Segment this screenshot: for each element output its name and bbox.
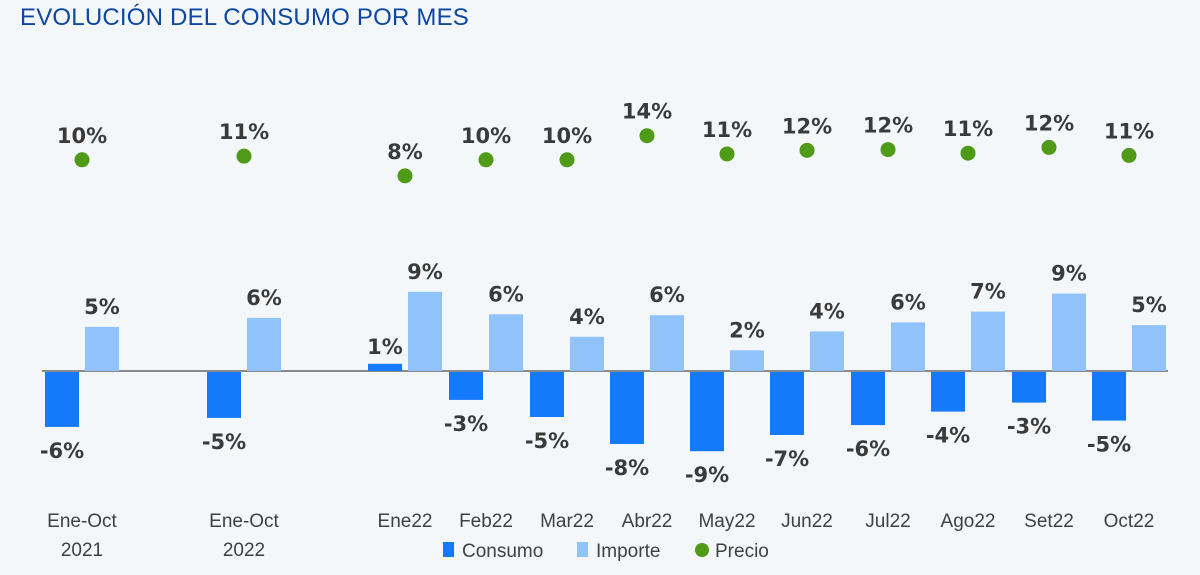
x-tick-label: 2022: [223, 540, 265, 561]
bar-consumo: [851, 372, 885, 426]
label-importe: 4%: [569, 305, 605, 329]
dot-precio: [74, 152, 90, 168]
bar-importe: [247, 317, 281, 371]
label-precio: 11%: [1104, 119, 1154, 143]
bar-consumo: [610, 372, 644, 444]
dot-precio: [799, 142, 815, 158]
dot-precio: [1041, 139, 1057, 155]
bar-importe: [85, 326, 119, 371]
label-precio: 10%: [461, 124, 511, 148]
bar-importe: [810, 331, 844, 371]
dot-precio: [639, 128, 655, 144]
label-importe: 4%: [809, 299, 845, 323]
x-tick-label: Ago22: [941, 511, 996, 532]
bar-importe: [730, 350, 764, 371]
label-precio: 8%: [387, 140, 423, 164]
label-importe: 2%: [729, 318, 765, 342]
label-consumo: -4%: [926, 424, 970, 448]
label-precio: 12%: [1024, 111, 1074, 135]
label-precio: 11%: [943, 117, 993, 141]
dot-precio: [559, 152, 575, 168]
label-precio: 10%: [542, 124, 592, 148]
label-consumo: 1%: [367, 335, 403, 359]
x-tick-label: Oct22: [1104, 511, 1155, 532]
bar-importe: [408, 291, 442, 371]
dot-precio: [719, 146, 735, 162]
bar-consumo: [45, 372, 79, 427]
x-tick-label: Feb22: [459, 511, 513, 532]
label-importe: 6%: [246, 286, 282, 310]
bar-importe: [971, 311, 1005, 371]
label-precio: 12%: [782, 114, 832, 138]
dot-precio: [960, 145, 976, 161]
x-tick-label: 2021: [61, 540, 103, 561]
bar-consumo: [449, 372, 483, 400]
legend-label-precio: Precio: [715, 541, 769, 562]
bar-consumo: [931, 372, 965, 412]
label-consumo: -3%: [1007, 415, 1051, 439]
chart-title: EVOLUCIÓN DEL CONSUMO POR MES: [20, 4, 469, 31]
dot-precio: [1121, 147, 1137, 163]
x-tick-label: Jun22: [781, 511, 833, 532]
bar-consumo: [368, 363, 402, 371]
label-importe: 5%: [1131, 293, 1167, 317]
label-consumo: -5%: [202, 430, 246, 454]
label-consumo: -6%: [40, 439, 84, 463]
x-tick-label: Ene-Oct: [209, 511, 279, 532]
x-tick-label: Ene22: [378, 511, 433, 532]
x-tick-label: May22: [698, 511, 755, 532]
bar-consumo: [1092, 372, 1126, 421]
label-importe: 5%: [84, 295, 120, 319]
bar-importe: [1052, 293, 1086, 371]
x-tick-label: Jul22: [865, 511, 910, 532]
label-importe: 9%: [1051, 262, 1087, 286]
label-consumo: -9%: [685, 463, 729, 487]
x-tick-label: Set22: [1024, 511, 1074, 532]
dot-precio: [478, 152, 494, 168]
label-importe: 9%: [407, 260, 443, 284]
bar-consumo: [207, 372, 241, 418]
legend-swatch-precio: [695, 543, 709, 557]
bar-importe: [891, 322, 925, 371]
bar-consumo: [770, 372, 804, 435]
label-precio: 11%: [702, 118, 752, 142]
legend-swatch-consumo: [443, 542, 454, 557]
legend-label-importe: Importe: [596, 541, 660, 562]
label-precio: 11%: [219, 120, 269, 144]
x-tick-label: Abr22: [622, 511, 673, 532]
dot-precio: [880, 142, 896, 158]
bar-importe: [570, 336, 604, 371]
label-precio: 10%: [57, 124, 107, 148]
dot-precio: [236, 148, 252, 164]
legend-label-consumo: Consumo: [462, 541, 543, 562]
label-consumo: -7%: [765, 447, 809, 471]
label-consumo: -5%: [525, 429, 569, 453]
label-precio: 12%: [863, 114, 913, 138]
label-importe: 6%: [649, 283, 685, 307]
label-precio: 14%: [622, 100, 672, 124]
dot-precio: [397, 168, 413, 184]
label-consumo: -5%: [1087, 433, 1131, 457]
label-importe: 6%: [890, 290, 926, 314]
label-consumo: -8%: [605, 456, 649, 480]
label-importe: 6%: [488, 282, 524, 306]
legend-swatch-importe: [577, 542, 588, 557]
bar-importe: [1132, 325, 1166, 371]
bar-importe: [489, 314, 523, 371]
label-consumo: -6%: [846, 437, 890, 461]
x-tick-label: Ene-Oct: [47, 511, 117, 532]
label-importe: 7%: [970, 280, 1006, 304]
label-consumo: -3%: [444, 412, 488, 436]
x-tick-label: Mar22: [540, 511, 594, 532]
bar-consumo: [530, 372, 564, 417]
bar-importe: [650, 315, 684, 371]
bar-consumo: [1012, 372, 1046, 403]
bar-consumo: [690, 372, 724, 452]
